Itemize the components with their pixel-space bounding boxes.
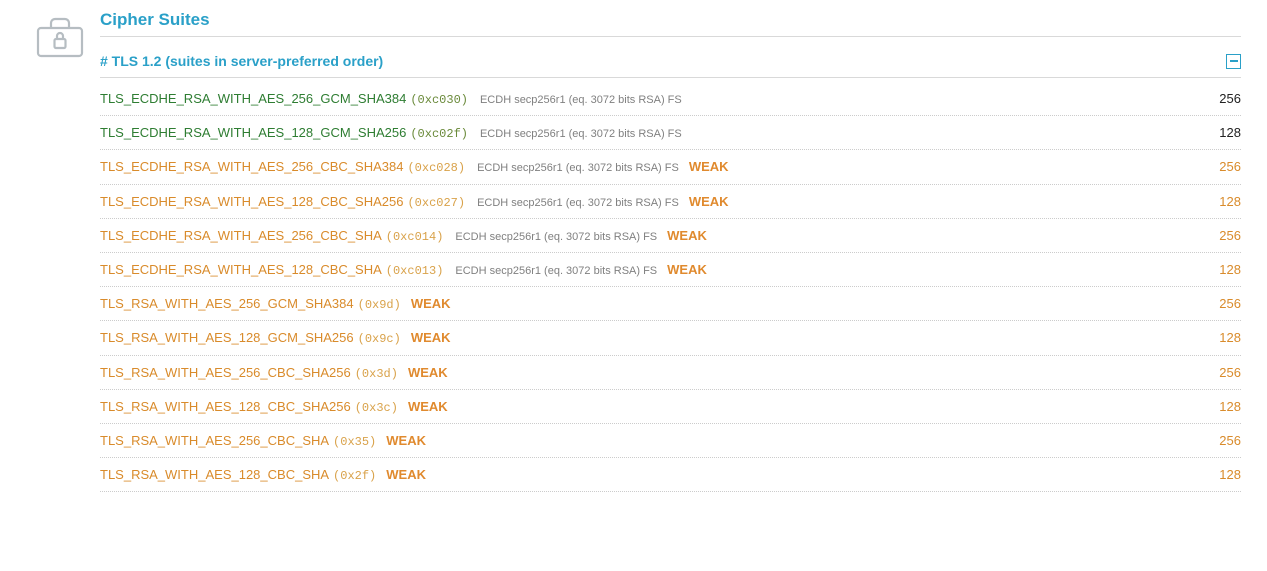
cipher-row: TLS_ECDHE_RSA_WITH_AES_256_CBC_SHA384(0x… (100, 150, 1241, 184)
cipher-hex: (0x9d) (358, 297, 401, 313)
cipher-row: TLS_ECDHE_RSA_WITH_AES_128_GCM_SHA256(0x… (100, 116, 1241, 150)
cipher-details: ECDH secp256r1 (eq. 3072 bits RSA) FS (480, 127, 682, 142)
weak-badge: WEAK (411, 295, 451, 313)
weak-badge: WEAK (411, 329, 451, 347)
cipher-hex: (0xc02f) (410, 126, 468, 142)
cipher-bits: 128 (1205, 466, 1241, 484)
cipher-name[interactable]: TLS_ECDHE_RSA_WITH_AES_256_CBC_SHA (100, 227, 382, 245)
cipher-bits: 128 (1205, 193, 1241, 211)
section-title: Cipher Suites (100, 10, 1241, 37)
cipher-row: TLS_ECDHE_RSA_WITH_AES_128_CBC_SHA(0xc01… (100, 253, 1241, 287)
cipher-hex: (0x35) (333, 434, 376, 450)
cipher-name[interactable]: TLS_RSA_WITH_AES_128_CBC_SHA (100, 466, 329, 484)
cipher-bits: 256 (1205, 432, 1241, 450)
cipher-row: TLS_ECDHE_RSA_WITH_AES_128_CBC_SHA256(0x… (100, 185, 1241, 219)
weak-badge: WEAK (667, 227, 707, 245)
cipher-bits: 128 (1205, 124, 1241, 142)
cipher-bits: 128 (1205, 398, 1241, 416)
cipher-details: ECDH secp256r1 (eq. 3072 bits RSA) FS (477, 161, 679, 176)
cipher-name[interactable]: TLS_ECDHE_RSA_WITH_AES_256_GCM_SHA384 (100, 90, 406, 108)
cipher-details: ECDH secp256r1 (eq. 3072 bits RSA) FS (480, 93, 682, 108)
cipher-bits: 256 (1205, 364, 1241, 382)
weak-badge: WEAK (667, 261, 707, 279)
briefcase-lock-icon (35, 16, 85, 63)
cipher-name[interactable]: TLS_ECDHE_RSA_WITH_AES_128_GCM_SHA256 (100, 124, 406, 142)
cipher-name[interactable]: TLS_ECDHE_RSA_WITH_AES_256_CBC_SHA384 (100, 158, 403, 176)
cipher-bits: 128 (1205, 261, 1241, 279)
cipher-name[interactable]: TLS_RSA_WITH_AES_256_GCM_SHA384 (100, 295, 354, 313)
cipher-bits: 128 (1205, 329, 1241, 347)
cipher-hex: (0xc030) (410, 92, 468, 108)
cipher-name[interactable]: TLS_ECDHE_RSA_WITH_AES_128_CBC_SHA (100, 261, 382, 279)
cipher-row: TLS_RSA_WITH_AES_256_GCM_SHA384(0x9d) WEA… (100, 287, 1241, 321)
cipher-row: TLS_ECDHE_RSA_WITH_AES_256_GCM_SHA384(0x… (100, 82, 1241, 116)
cipher-name[interactable]: TLS_RSA_WITH_AES_256_CBC_SHA (100, 432, 329, 450)
cipher-row: TLS_RSA_WITH_AES_128_GCM_SHA256(0x9c) WEA… (100, 321, 1241, 355)
tls-header-text: # TLS 1.2 (suites in server-preferred or… (100, 53, 383, 69)
cipher-suite-list: TLS_ECDHE_RSA_WITH_AES_256_GCM_SHA384(0x… (100, 82, 1241, 492)
cipher-name[interactable]: TLS_RSA_WITH_AES_128_GCM_SHA256 (100, 329, 354, 347)
cipher-name[interactable]: TLS_RSA_WITH_AES_256_CBC_SHA256 (100, 364, 351, 382)
cipher-hex: (0x3d) (355, 366, 398, 382)
cipher-row: TLS_RSA_WITH_AES_128_CBC_SHA256(0x3c) WEA… (100, 390, 1241, 424)
cipher-bits: 256 (1205, 158, 1241, 176)
cipher-bits: 256 (1205, 90, 1241, 108)
cipher-hex: (0x3c) (355, 400, 398, 416)
collapse-toggle[interactable] (1226, 54, 1241, 69)
weak-badge: WEAK (408, 364, 448, 382)
weak-badge: WEAK (408, 398, 448, 416)
cipher-hex: (0xc013) (386, 263, 444, 279)
cipher-hex: (0x2f) (333, 468, 376, 484)
weak-badge: WEAK (689, 158, 729, 176)
cipher-bits: 256 (1205, 295, 1241, 313)
cipher-row: TLS_RSA_WITH_AES_256_CBC_SHA(0x35) WEAK 25… (100, 424, 1241, 458)
minus-icon (1230, 60, 1238, 62)
cipher-hex: (0xc014) (386, 229, 444, 245)
cipher-details: ECDH secp256r1 (eq. 3072 bits RSA) FS (455, 230, 657, 245)
weak-badge: WEAK (386, 466, 426, 484)
cipher-row: TLS_RSA_WITH_AES_256_CBC_SHA256(0x3d) WEA… (100, 356, 1241, 390)
cipher-row: TLS_ECDHE_RSA_WITH_AES_256_CBC_SHA(0xc01… (100, 219, 1241, 253)
cipher-hex: (0xc027) (407, 195, 465, 211)
cipher-details: ECDH secp256r1 (eq. 3072 bits RSA) FS (477, 196, 679, 211)
weak-badge: WEAK (689, 193, 729, 211)
cipher-bits: 256 (1205, 227, 1241, 245)
cipher-hex: (0x9c) (358, 331, 401, 347)
cipher-details: ECDH secp256r1 (eq. 3072 bits RSA) FS (455, 264, 657, 279)
cipher-hex: (0xc028) (407, 160, 465, 176)
weak-badge: WEAK (386, 432, 426, 450)
cipher-name[interactable]: TLS_RSA_WITH_AES_128_CBC_SHA256 (100, 398, 351, 416)
cipher-row: TLS_RSA_WITH_AES_128_CBC_SHA(0x2f) WEAK 12… (100, 458, 1241, 492)
cipher-name[interactable]: TLS_ECDHE_RSA_WITH_AES_128_CBC_SHA256 (100, 193, 403, 211)
tls-version-header: # TLS 1.2 (suites in server-preferred or… (100, 53, 1241, 78)
